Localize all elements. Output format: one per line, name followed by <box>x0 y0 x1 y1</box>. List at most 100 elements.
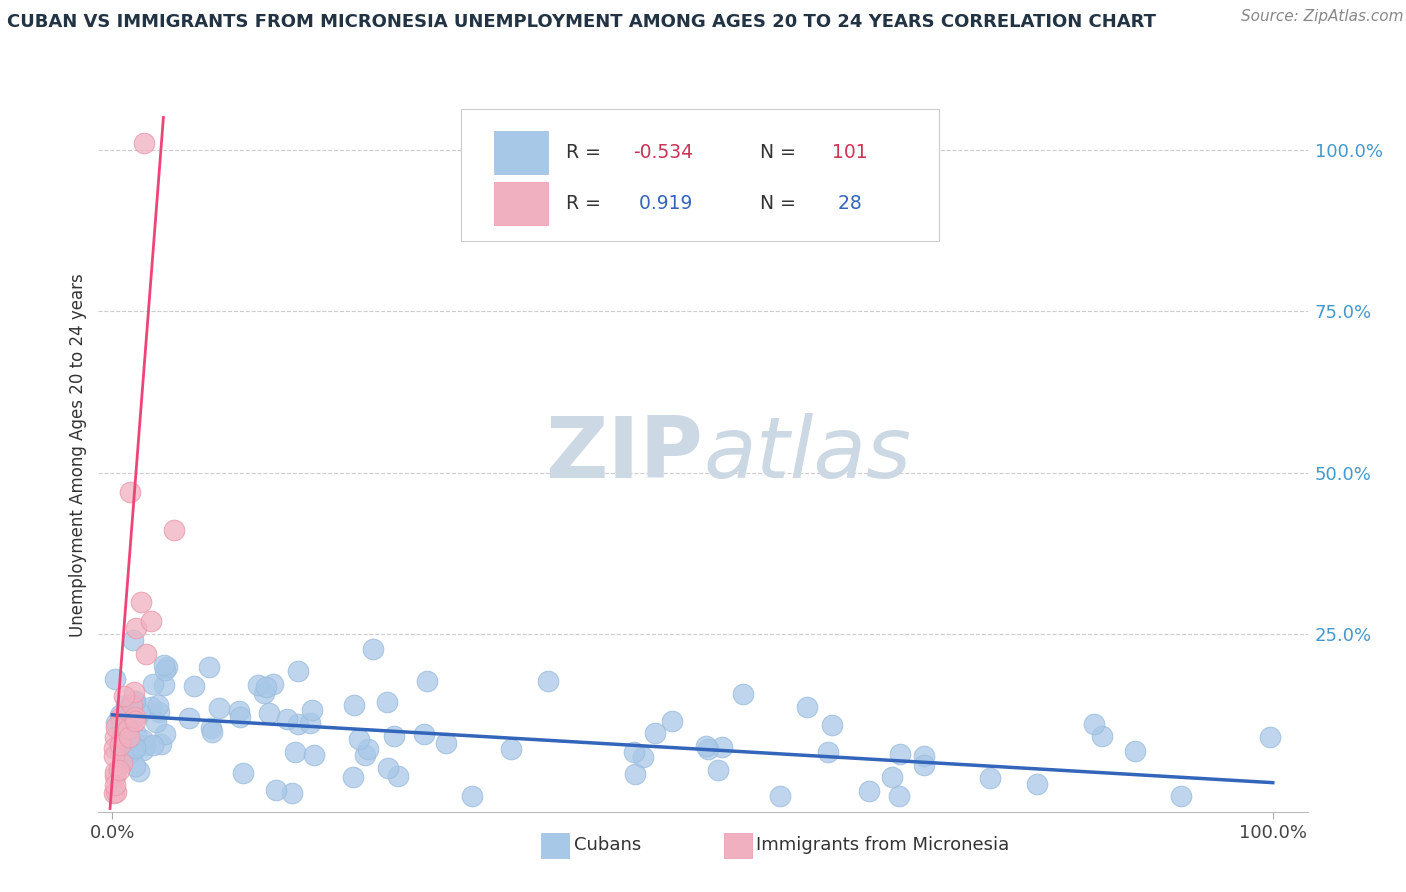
Point <box>125 726 148 740</box>
Point <box>108 763 131 777</box>
Point <box>287 664 309 678</box>
Point <box>104 778 127 792</box>
Point <box>118 730 141 744</box>
Point <box>711 740 734 755</box>
Point <box>103 741 125 756</box>
Point <box>624 767 647 781</box>
Point <box>661 714 683 729</box>
Text: Cubans: Cubans <box>574 836 641 854</box>
Point <box>858 784 880 798</box>
Text: R =: R = <box>567 194 607 213</box>
Point <box>912 758 935 772</box>
Point <box>163 524 186 538</box>
Point <box>232 765 254 780</box>
Point <box>262 676 284 690</box>
Point <box>200 721 222 735</box>
Point <box>342 770 364 784</box>
Point <box>124 710 146 724</box>
Point <box>131 595 153 609</box>
Point <box>499 742 522 756</box>
Point <box>1083 717 1105 731</box>
Point <box>387 769 409 783</box>
Point <box>122 685 145 699</box>
Point <box>1170 789 1192 803</box>
Point <box>229 709 252 723</box>
Point <box>434 736 457 750</box>
Point <box>1090 729 1112 743</box>
Point <box>821 718 844 732</box>
Point <box>134 739 156 753</box>
Point <box>105 716 128 731</box>
Point <box>155 727 177 741</box>
Point <box>108 708 131 723</box>
Point <box>887 789 910 803</box>
Text: R =: R = <box>567 143 607 161</box>
Text: -0.534: -0.534 <box>633 143 693 161</box>
Point <box>153 657 176 672</box>
Point <box>146 698 169 713</box>
Point <box>132 743 155 757</box>
Point <box>201 724 224 739</box>
Point <box>124 740 146 755</box>
Point <box>769 789 792 803</box>
Point <box>284 746 307 760</box>
Point <box>276 712 298 726</box>
Point <box>104 785 127 799</box>
Point <box>142 677 165 691</box>
Point <box>183 679 205 693</box>
Point <box>117 733 139 747</box>
Point <box>108 738 131 752</box>
Point <box>347 732 370 747</box>
Point <box>228 704 250 718</box>
Point <box>644 726 666 740</box>
Point <box>153 664 176 678</box>
Point <box>122 632 145 647</box>
Point <box>153 677 176 691</box>
Point <box>115 698 138 712</box>
Text: 101: 101 <box>832 143 868 161</box>
Point <box>120 697 142 711</box>
Point <box>287 716 309 731</box>
Point <box>104 730 127 744</box>
Point <box>115 714 138 728</box>
Point <box>129 706 152 720</box>
FancyBboxPatch shape <box>494 182 548 225</box>
Point <box>111 723 134 737</box>
Point <box>124 714 146 729</box>
Point <box>197 660 219 674</box>
Point <box>132 136 155 151</box>
Text: atlas: atlas <box>703 413 911 497</box>
Point <box>110 710 132 724</box>
Point <box>880 770 903 784</box>
Point <box>460 789 482 803</box>
Point <box>733 687 755 701</box>
Point <box>132 733 155 747</box>
Point <box>696 742 718 756</box>
Point <box>302 747 325 762</box>
Point <box>110 756 132 770</box>
Point <box>112 689 135 703</box>
Text: 0.919: 0.919 <box>633 194 692 213</box>
Point <box>110 713 132 727</box>
Point <box>343 698 366 713</box>
Point <box>179 711 201 725</box>
Point <box>103 749 125 764</box>
Point <box>384 729 406 743</box>
Point <box>247 678 270 692</box>
Text: CUBAN VS IMMIGRANTS FROM MICRONESIA UNEMPLOYMENT AMONG AGES 20 TO 24 YEARS CORRE: CUBAN VS IMMIGRANTS FROM MICRONESIA UNEM… <box>7 13 1156 31</box>
Point <box>377 761 399 775</box>
Point <box>104 769 127 783</box>
Point <box>149 737 172 751</box>
Point <box>361 641 384 656</box>
Point <box>257 706 280 720</box>
Point <box>264 783 287 797</box>
Point <box>104 673 127 687</box>
Point <box>1025 777 1047 791</box>
Point <box>103 786 125 800</box>
Point <box>124 759 146 773</box>
Point <box>208 701 231 715</box>
Point <box>796 700 818 714</box>
Point <box>121 698 143 712</box>
Point <box>121 744 143 758</box>
Point <box>912 749 935 764</box>
